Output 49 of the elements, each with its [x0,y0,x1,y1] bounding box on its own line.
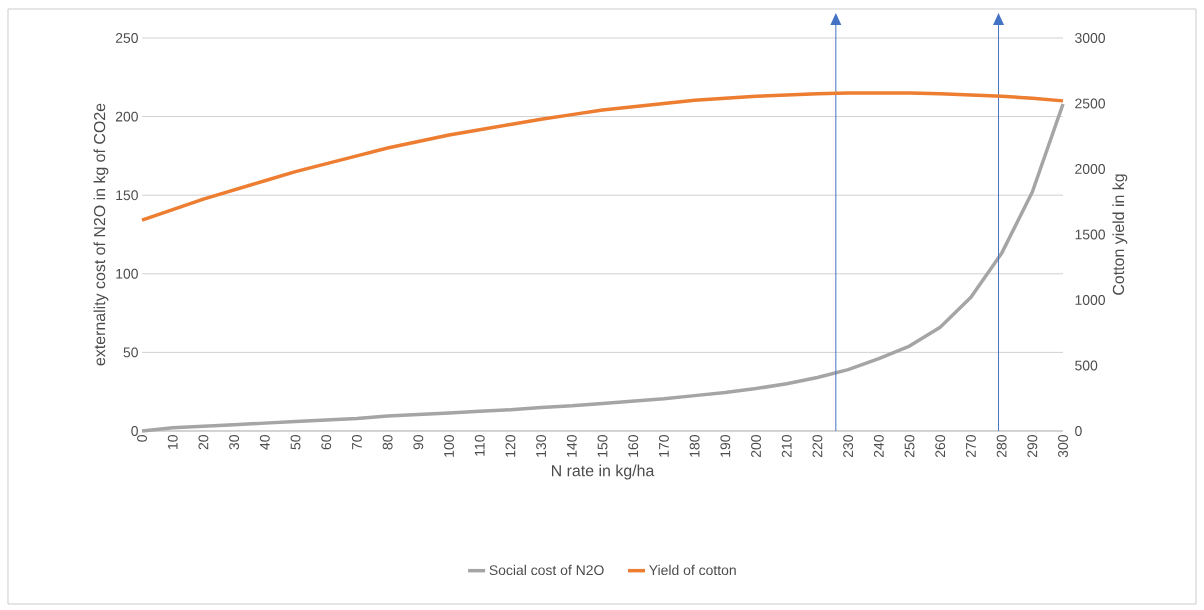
x-tick-label: 170 [658,435,669,457]
x-tick-label: 100 [444,435,454,457]
x-tick-label: 270 [965,435,976,458]
y-tick-label: 100 [116,268,138,279]
x-tick-label: 20 [198,435,209,450]
y2-tick-label: 1000 [1075,295,1106,305]
x-axis-title: N rate in kg/ha [551,464,655,480]
y-tick-label: 150 [116,190,138,201]
x-tick-label: 190 [720,435,731,457]
x-tick-label: 160 [628,435,639,457]
y2-tick-label: 500 [1075,360,1098,371]
x-tick-label: 60 [321,435,332,450]
y2-tick-label: 0 [1075,426,1082,436]
y-tick-label: 50 [123,347,138,358]
x-tick-label: 50 [290,435,301,450]
x-tick-label: 280 [996,435,1007,458]
y-tick-label: 250 [115,33,138,43]
y2-tick-label: 1500 [1075,229,1106,240]
y-tick-label: 200 [115,111,138,122]
x-tick-label: 10 [167,435,178,449]
y2-axis-title: Cotton yield in kg [1112,174,1128,295]
x-tick-label: 30 [229,435,240,450]
y2-tick-label: 2500 [1075,98,1106,109]
legend-label: Yield of cotton [649,564,736,576]
x-tick-label: 290 [1027,435,1038,458]
x-tick-label: 200 [751,435,761,458]
x-tick-label: 250 [904,435,915,458]
x-tick-label: 0 [137,435,147,442]
x-tick-label: 140 [566,435,577,457]
x-tick-label: 220 [812,435,823,458]
legend-label: Social cost of N2O [489,564,604,576]
x-tick-label: 300 [1058,435,1068,458]
y2-tick-label: 2000 [1075,164,1106,174]
x-tick-label: 130 [536,435,547,457]
x-tick-label: 70 [351,435,362,450]
x-tick-label: 210 [781,435,792,458]
x-tick-label: 120 [505,435,516,457]
x-tick-label: 180 [689,435,700,457]
x-tick-label: 80 [382,435,393,450]
x-tick-label: 240 [873,435,884,458]
x-tick-label: 230 [843,435,854,458]
x-tick-label: 150 [597,435,608,457]
x-tick-label: 90 [413,435,424,450]
x-tick-label: 40 [259,435,270,450]
x-tick-label: 110 [474,435,485,456]
y2-tick-label: 3000 [1075,33,1106,43]
x-tick-label: 260 [935,435,946,458]
y-axis-title: externality cost of N2O in kg of CO2e [93,103,109,366]
y-tick-label: 0 [131,426,138,436]
